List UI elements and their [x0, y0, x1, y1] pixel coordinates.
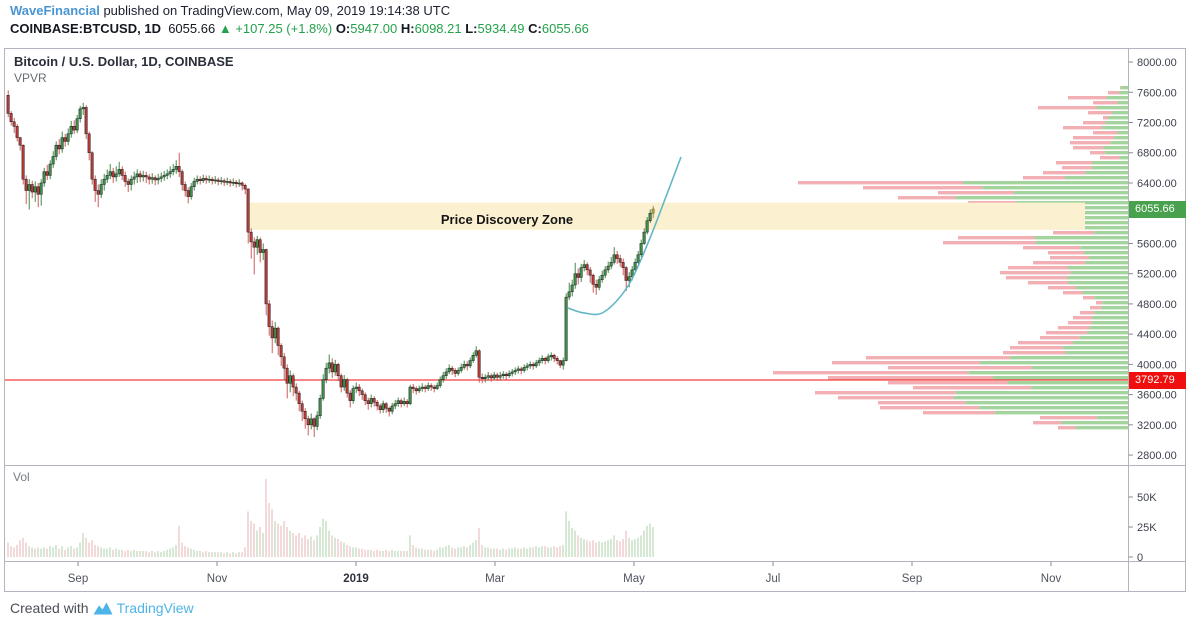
tradingview-brand-link[interactable]: TradingView	[116, 600, 194, 616]
low-label: L:	[465, 21, 478, 36]
price-change: +107.25 (+1.8%)	[235, 21, 333, 36]
svg-text:Jul: Jul	[766, 573, 781, 585]
symbol-line: COINBASE:BTCUSD, 1D 6055.66 ▲ +107.25 (+…	[10, 21, 589, 36]
low-value: 5934.49	[477, 21, 525, 36]
svg-text:3600.00: 3600.00	[1137, 390, 1177, 402]
svg-text:4800.00: 4800.00	[1137, 299, 1177, 311]
high-label: H:	[400, 21, 415, 36]
svg-text:Sep: Sep	[68, 573, 88, 585]
svg-text:3200.00: 3200.00	[1137, 420, 1177, 432]
svg-text:6800.00: 6800.00	[1137, 148, 1177, 160]
vpvr-profile	[773, 86, 1128, 430]
last-price: 6055.66	[168, 21, 216, 36]
chart-legend-indicator: VPVR	[14, 71, 47, 85]
symbol-title: COINBASE:BTCUSD, 1D	[10, 21, 161, 36]
volume-pane-label: Vol	[13, 470, 30, 484]
svg-text:4400.00: 4400.00	[1137, 329, 1177, 341]
svg-text:5600.00: 5600.00	[1137, 238, 1177, 250]
svg-text:25K: 25K	[1137, 522, 1157, 534]
volume-bars	[7, 479, 654, 557]
svg-text:2019: 2019	[343, 573, 369, 585]
candles	[6, 90, 655, 437]
open-value: 5947.00	[350, 21, 398, 36]
svg-text:May: May	[623, 573, 645, 585]
price-axis[interactable]: 8000.00 7600.00 7200.00 6800.00 6400.00 5600.…	[1128, 57, 1177, 462]
price-discovery-zone-label: Price Discovery Zone	[440, 212, 574, 227]
svg-text:0: 0	[1137, 552, 1143, 564]
close-label: C:	[528, 21, 542, 36]
high-value: 6098.21	[414, 21, 462, 36]
publish-info: published on TradingView.com, May 09, 20…	[99, 3, 451, 18]
svg-text:7200.00: 7200.00	[1137, 118, 1177, 130]
svg-text:2800.00: 2800.00	[1137, 450, 1177, 462]
svg-text:8000.00: 8000.00	[1137, 57, 1177, 69]
curved-trend-line[interactable]	[567, 156, 682, 316]
svg-text:Nov: Nov	[1041, 573, 1062, 585]
svg-text:Nov: Nov	[207, 573, 228, 585]
volume-axis[interactable]: 50K 25K 0	[1128, 492, 1158, 564]
open-label: O:	[335, 21, 351, 36]
publish-line: WaveFinancial published on TradingView.c…	[10, 3, 450, 18]
svg-text:Sep: Sep	[902, 573, 922, 585]
horizontal-line-price-badge: 3792.79	[1129, 371, 1186, 389]
chart-legend-title: Bitcoin / U.S. Dollar, 1D, COINBASE	[14, 54, 234, 69]
created-with-text: Created with	[10, 600, 89, 616]
svg-text:Mar: Mar	[485, 573, 505, 585]
time-axis[interactable]: Sep Nov 2019 Mar May Jul Sep Nov	[68, 561, 1062, 586]
price-discovery-zone	[248, 202, 1085, 230]
close-value: 6055.66	[541, 21, 589, 36]
svg-text:6400.00: 6400.00	[1137, 178, 1177, 190]
svg-text:4000.00: 4000.00	[1137, 359, 1177, 371]
tradingview-logo-icon	[93, 602, 113, 614]
footer: Created with TradingView	[10, 600, 194, 616]
author-name: WaveFinancial	[10, 3, 100, 18]
svg-text:5200.00: 5200.00	[1137, 269, 1177, 281]
svg-text:7600.00: 7600.00	[1137, 87, 1177, 99]
current-price-badge: 6055.66	[1129, 200, 1186, 218]
up-arrow-icon: ▲	[218, 21, 232, 36]
svg-text:50K: 50K	[1137, 492, 1157, 504]
